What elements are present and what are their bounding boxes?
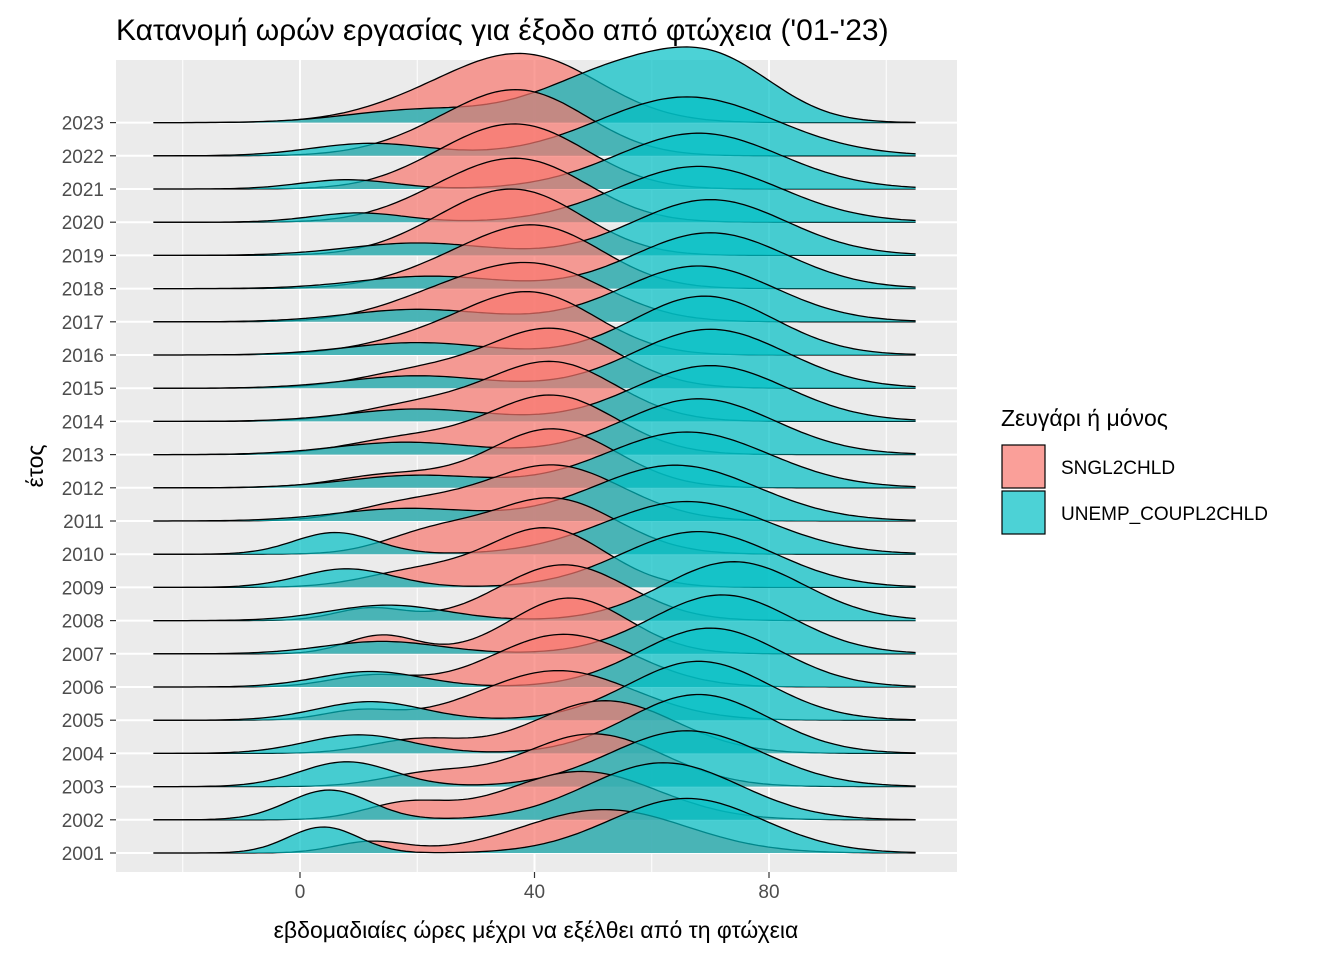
ridge-sngl2chld-2013 <box>153 395 916 455</box>
legend-label-sngl2chld: SNGL2CHLD <box>1061 458 1175 479</box>
y-tick-label: 2016 <box>62 346 104 367</box>
ridge-sngl2chld-2015 <box>153 328 916 389</box>
ridge-unemp_coupl2chld-2012 <box>153 432 916 488</box>
ridge-sngl2chld-2008 <box>153 564 916 621</box>
ridge-unemp_coupl2chld-2003 <box>153 730 916 787</box>
ridge-sngl2chld-2004 <box>153 700 916 754</box>
legend-key-unemp-coupl2chld <box>1001 490 1046 535</box>
legend: Ζευγάρι ή μόνος SNGL2CHLD UNEMP_COUPL2CH… <box>1001 405 1268 535</box>
ridge-sngl2chld-2020 <box>153 158 916 223</box>
y-tick-label: 2013 <box>62 446 104 467</box>
legend-title: Ζευγάρι ή μόνος <box>1001 405 1168 431</box>
y-tick-label: 2004 <box>62 744 105 765</box>
ridge-sngl2chld-2021 <box>153 123 916 189</box>
y-tick-label: 2011 <box>63 512 104 533</box>
y-tick-label: 2003 <box>62 778 104 799</box>
chart-title: Κατανομή ωρών εργασίας για έξοδο από φτώ… <box>116 14 889 47</box>
ridge-sngl2chld-2010 <box>153 497 916 555</box>
y-tick-label: 2020 <box>62 213 104 234</box>
y-tick-label: 2008 <box>62 612 104 633</box>
y-axis: 2001 2002 2003 2004 2005 2006 2007 2008 2009 2010… <box>62 114 116 865</box>
ridge-sngl2chld-2003 <box>153 733 916 787</box>
ridge-sngl2chld-2022 <box>153 89 916 156</box>
y-tick-label: 2021 <box>62 180 104 201</box>
ridge-sngl2chld-2016 <box>153 291 916 355</box>
ridge-sngl2chld-2012 <box>153 428 916 488</box>
y-tick-label: 2015 <box>62 379 104 400</box>
x-tick-label: 0 <box>295 882 306 903</box>
y-tick-label: 2010 <box>62 545 104 566</box>
ridge-unemp_coupl2chld-2001 <box>153 798 916 853</box>
ridge-sngl2chld-2018 <box>153 224 916 289</box>
y-tick-label: 2023 <box>62 114 104 135</box>
ridge-outline-unemp_coupl2chld-2002 <box>153 762 916 821</box>
y-axis-title: έτος <box>22 445 48 488</box>
ridge-sngl2chld-2006 <box>153 634 916 687</box>
y-tick-label: 2019 <box>62 246 104 267</box>
ridge-sngl2chld-2005 <box>153 670 916 721</box>
ridge-sngl2chld-2019 <box>153 189 916 256</box>
y-tick-label: 2009 <box>62 578 104 599</box>
y-tick-label: 2012 <box>62 479 104 500</box>
ridge-sngl2chld-2002 <box>153 771 916 820</box>
ridge-outline-unemp_coupl2chld-2003 <box>153 730 916 788</box>
ridge-outline-unemp_coupl2chld-2005 <box>153 660 916 721</box>
ridge-outline-unemp_coupl2chld-2001 <box>153 797 916 854</box>
legend-label-unemp-coupl2chld: UNEMP_COUPL2CHLD <box>1061 504 1268 525</box>
ridge-sngl2chld-2009 <box>153 527 916 588</box>
x-axis: 0 40 80 <box>295 872 780 903</box>
y-tick-label: 2017 <box>62 313 104 334</box>
ridge-sngl2chld-2011 <box>153 464 916 521</box>
x-tick-label: 80 <box>758 882 779 903</box>
y-tick-label: 2006 <box>62 678 104 699</box>
y-tick-label: 2007 <box>62 645 104 666</box>
legend-key-sngl2chld <box>1001 444 1046 489</box>
ridge-sngl2chld-2007 <box>153 598 916 654</box>
ridge-sngl2chld-2023 <box>153 53 916 123</box>
x-tick-label: 40 <box>524 882 545 903</box>
y-tick-label: 2002 <box>62 811 104 832</box>
ridge-sngl2chld-2014 <box>153 361 916 422</box>
y-tick-label: 2018 <box>62 280 104 301</box>
y-tick-label: 2005 <box>62 711 104 732</box>
x-axis-title: εβδομαδιαίες ώρες μέχρι να εξέλθει από τ… <box>274 917 799 943</box>
y-tick-label: 2014 <box>62 412 105 433</box>
y-tick-label: 2001 <box>62 844 104 865</box>
ridges <box>153 46 916 854</box>
y-tick-label: 2022 <box>62 147 104 168</box>
